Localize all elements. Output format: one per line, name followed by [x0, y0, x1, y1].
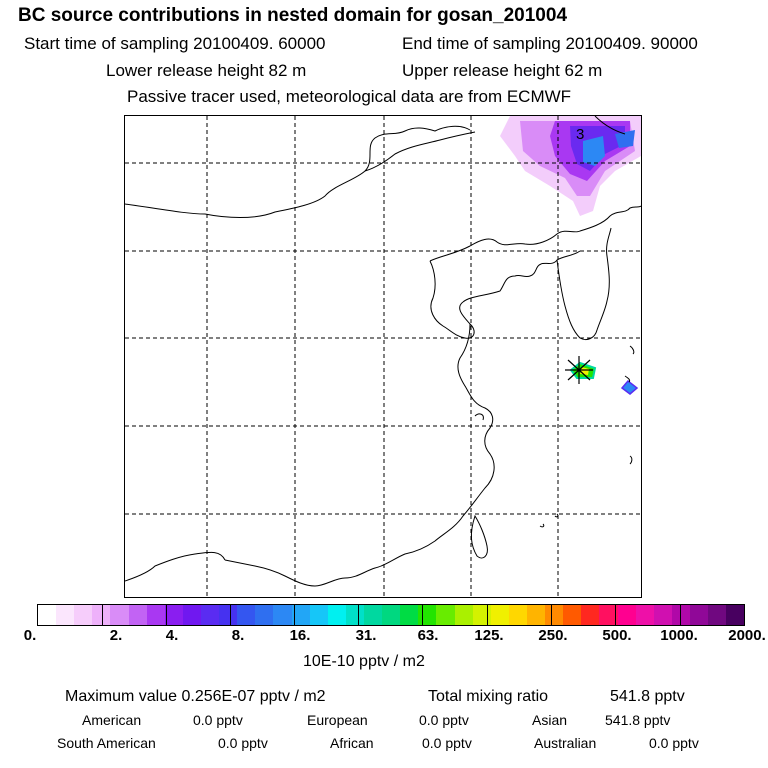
colorbar-segment	[200, 605, 220, 625]
colorbar-segment	[599, 605, 618, 625]
start-time-label: Start time of sampling 20100409. 60000	[24, 34, 326, 53]
colorbar-segment	[653, 605, 672, 625]
colorbar-tick-label: 250.	[538, 627, 568, 644]
colorbar-tick-label: 2.	[109, 627, 123, 644]
colorbar-separator	[294, 604, 295, 626]
colorbar-segment	[472, 605, 491, 625]
end-time-label: End time of sampling 20100409. 90000	[402, 34, 698, 53]
colorbar-segment	[327, 605, 346, 625]
colorbar-separator	[551, 604, 552, 626]
region-value: 0.0 pptv	[422, 735, 472, 751]
colorbar-segment	[38, 605, 57, 625]
upper-release-height: Upper release height 62 m	[402, 61, 603, 80]
colorbar-segment	[291, 605, 310, 625]
contour-label: 3	[576, 126, 584, 143]
colorbar-segment	[490, 605, 509, 625]
colorbar-segment	[363, 605, 383, 625]
colorbar-separator	[422, 604, 423, 626]
colorbar-separator	[166, 604, 167, 626]
colorbar-tick-label: 2000.	[728, 627, 766, 644]
colorbar-segment	[110, 605, 129, 625]
colorbar	[37, 604, 745, 626]
colorbar-segment	[273, 605, 292, 625]
colorbar-segment	[418, 605, 437, 625]
colorbar-segment	[309, 605, 328, 625]
colorbar-segment	[382, 605, 401, 625]
colorbar-segment	[581, 605, 600, 625]
colorbar-segment	[454, 605, 473, 625]
colorbar-segment	[182, 605, 201, 625]
region-name: African	[330, 735, 374, 751]
total-mixing-value: 541.8 pptv	[610, 688, 685, 705]
colorbar-segment	[508, 605, 527, 625]
colorbar-separator	[358, 604, 359, 626]
colorbar-segment	[635, 605, 654, 625]
colorbar-unit: 10E-10 pptv / m2	[303, 653, 425, 670]
region-name: Asian	[532, 712, 568, 728]
colorbar-segment	[689, 605, 709, 625]
colorbar-segment	[56, 605, 75, 625]
colorbar-separator	[230, 604, 231, 626]
colorbar-tick-label: 125.	[474, 627, 504, 644]
plume-shading	[500, 116, 641, 395]
colorbar-tick-label: 8.	[231, 627, 245, 644]
colorbar-tick-label: 500.	[602, 627, 632, 644]
colorbar-segment	[237, 605, 256, 625]
coastlines	[124, 115, 642, 587]
colorbar-tick-label: 0.	[23, 627, 37, 644]
region-name: Australian	[534, 735, 597, 751]
region-value: 0.0 pptv	[649, 735, 699, 751]
colorbar-tick-label: 63.	[417, 627, 439, 644]
colorbar-separator	[615, 604, 616, 626]
max-value: Maximum value 0.256E-07 pptv / m2	[65, 688, 326, 705]
region-value: 0.0 pptv	[218, 735, 268, 751]
tracer-note: Passive tracer used, meteorological data…	[127, 87, 572, 106]
plot-title: BC source contributions in nested domain…	[18, 5, 568, 26]
graticule	[125, 116, 641, 597]
colorbar-segment	[164, 605, 183, 625]
colorbar-segment	[708, 605, 727, 625]
colorbar-segment	[436, 605, 455, 625]
colorbar-tick-label: 1000.	[660, 627, 698, 644]
colorbar-segment	[74, 605, 93, 625]
region-value: 0.0 pptv	[193, 712, 243, 728]
colorbar-separator	[680, 604, 681, 626]
receptor-marker	[565, 356, 593, 384]
region-name: European	[307, 712, 368, 728]
colorbar-segment	[726, 605, 745, 625]
colorbar-tick-label: 4.	[165, 627, 179, 644]
colorbar-segment	[526, 605, 546, 625]
colorbar-segment	[128, 605, 147, 625]
region-name: South American	[57, 735, 156, 751]
colorbar-separator	[102, 604, 103, 626]
colorbar-segment	[219, 605, 238, 625]
colorbar-tick-label: 31.	[355, 627, 377, 644]
total-mixing-label: Total mixing ratio	[428, 688, 549, 705]
region-value: 541.8 pptv	[605, 712, 671, 728]
map-svg: 3	[124, 115, 642, 597]
colorbar-segment	[545, 605, 564, 625]
region-name: American	[82, 712, 142, 728]
map-panel: 3	[124, 115, 642, 598]
colorbar-segment	[400, 605, 419, 625]
colorbar-segment	[255, 605, 274, 625]
region-value: 0.0 pptv	[419, 712, 469, 728]
colorbar-tick-label: 16.	[289, 627, 311, 644]
lower-release-height: Lower release height 82 m	[106, 61, 307, 80]
colorbar-segment	[345, 605, 364, 625]
colorbar-segment	[563, 605, 582, 625]
colorbar-segment	[146, 605, 165, 625]
colorbar-separator	[487, 604, 488, 626]
colorbar-segment	[92, 605, 111, 625]
colorbar-segment	[617, 605, 636, 625]
